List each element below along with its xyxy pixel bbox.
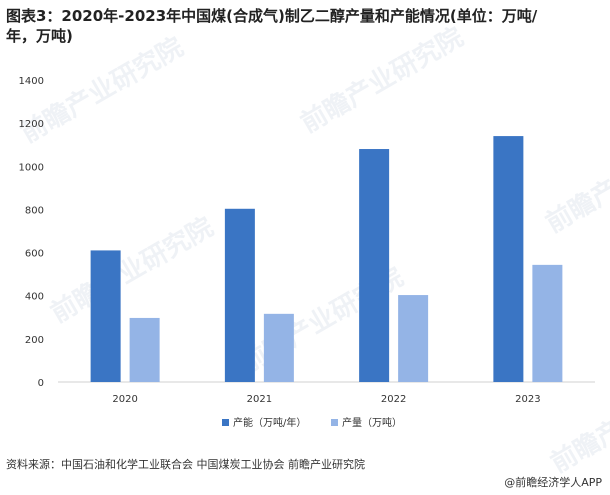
chart-title: 图表3：2020年-2023年中国煤(合成气)制乙二醇产量和产能情况(单位：万吨… (6, 6, 606, 46)
y-tick-label: 1400 (19, 76, 44, 87)
bar-capacity (90, 250, 121, 382)
chart-title-line-1: 图表3：2020年-2023年中国煤(合成气)制乙二醇产量和产能情况(单位：万吨… (6, 7, 538, 25)
chart-title-line-2: 年，万吨) (6, 27, 73, 45)
legend-swatch-output (331, 419, 338, 426)
legend-label-output: 产量（万吨） (342, 416, 402, 429)
source-note: 资料来源：中国石油和化学工业联合会 中国煤炭工业协会 前瞻产业研究院 (6, 458, 365, 471)
y-tick-label: 200 (25, 335, 44, 346)
bar-capacity (224, 208, 255, 382)
x-tick-label: 2021 (247, 394, 272, 405)
x-tick-label: 2022 (381, 394, 406, 405)
y-tick-label: 400 (25, 292, 44, 303)
brand-credit: @前瞻经济学人APP (504, 476, 602, 489)
y-tick-label: 0 (38, 378, 44, 389)
legend-label-capacity: 产能（万吨/年） (233, 416, 306, 429)
legend-swatch-capacity (222, 419, 229, 426)
x-tick-label: 2020 (112, 394, 137, 405)
y-tick-label: 1000 (19, 162, 44, 173)
bar-capacity (359, 149, 390, 382)
y-tick-label: 800 (25, 205, 44, 216)
bar-output (398, 295, 429, 382)
bar-output (129, 317, 160, 382)
y-tick-label: 600 (25, 249, 44, 260)
x-tick-label: 2023 (515, 394, 540, 405)
bar-output (532, 264, 563, 382)
bar-output (263, 313, 294, 382)
bar-capacity (493, 136, 524, 382)
y-tick-label: 1200 (19, 119, 44, 130)
